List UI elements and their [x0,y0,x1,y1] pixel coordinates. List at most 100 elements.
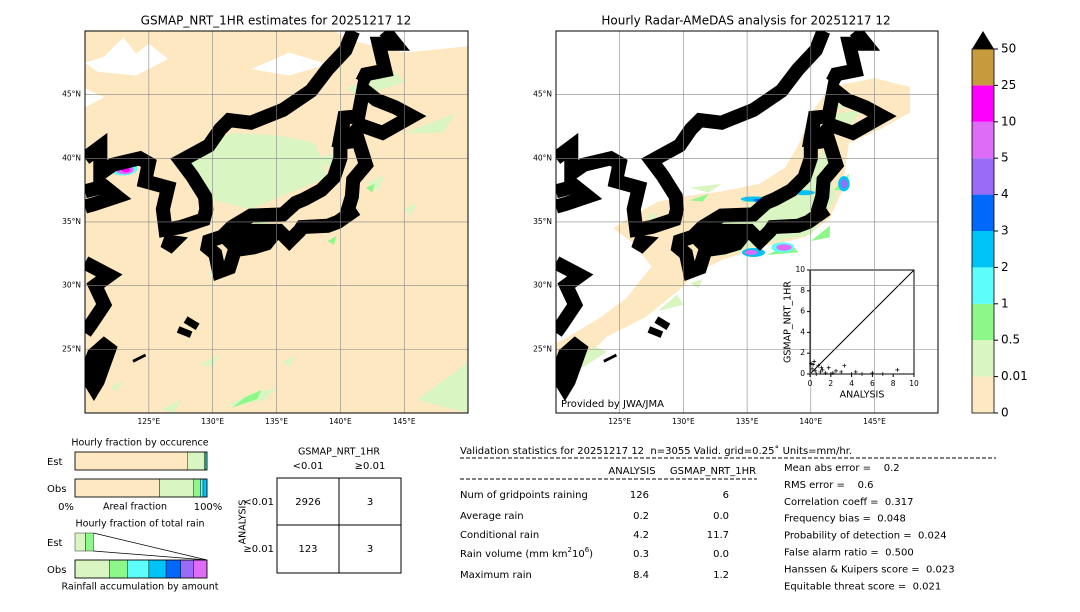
x-tick-label: 8 [891,379,896,388]
fraction-frame [74,478,208,498]
score: Correlation coeff = 0.317 [784,497,914,508]
lat-label: 30°N [533,281,552,290]
scatter-point [813,368,818,373]
colorbar-label: 0.01 [1001,369,1028,383]
colorbar-extend [972,31,994,49]
row-label: Est [47,538,63,549]
axis-label: 0% [58,502,74,513]
lat-label: 35°N [62,217,81,226]
diagonal [809,269,915,375]
rain-area [180,132,328,210]
y-axis-label: GSMAP_NRT_1HR [783,281,794,363]
scatter-point [842,363,847,368]
lat-label: 30°N [62,281,81,290]
y-tick-label: 4 [800,327,805,336]
x-tick-label: 10 [909,379,919,388]
lon-label: 135°E [736,417,759,426]
colorbar-label: 3 [1001,224,1009,238]
gsmap-value: 0.0 [713,549,729,560]
gsmap-value: 11.7 [707,530,729,541]
scatter-point [816,363,821,368]
fraction-segment [193,559,208,579]
scatter-point [860,372,864,376]
score: Probability of detection = 0.024 [784,531,947,542]
analysis-value: 0.3 [633,549,649,560]
validation-header: Validation statistics for 20251217 12 n=… [460,445,852,457]
fraction-segment [74,451,188,471]
lon-label: 135°E [265,417,288,426]
analysis-value: 8.4 [633,570,649,581]
colorbar-segment [972,85,994,122]
fraction-segment [127,559,150,579]
colorbar-label: 1 [1001,296,1009,310]
lon-label: 140°E [329,417,352,426]
scatter-point [880,372,885,376]
axis-label: Rainfall accumulation by amount [62,582,219,593]
map-border-left [84,30,469,414]
rain-area [744,249,758,256]
scatter-point [823,370,828,375]
score: Frequency bias = 0.048 [784,514,906,525]
analysis-value: 0.2 [633,511,649,522]
lon-label: 125°E [608,417,631,426]
x-tick-label: 2 [828,379,833,388]
y-tick-label: 0 [800,369,805,378]
gsmap-value: 1.2 [713,570,729,581]
scatter-point [826,365,831,370]
colorbar-label: 4 [1001,187,1009,201]
colorbar-segment [972,231,994,268]
table-cell: 3 [367,544,373,555]
fraction-segment [74,532,86,552]
axis-label: Areal fraction [103,502,167,513]
map-right [556,31,911,387]
fraction-segment [74,559,110,579]
scatter-point [830,370,835,375]
y-tick-label: 10 [795,265,805,274]
colorbar-label: 2 [1001,260,1009,274]
connector [93,550,208,561]
fraction-segment [186,451,205,471]
row-label: Average rain [460,511,524,522]
x-tick-label: 0 [808,379,813,388]
fraction-segment [159,478,194,498]
lat-label: 35°N [533,217,552,226]
fraction-segment [74,478,160,498]
fraction-segment [109,559,128,579]
scatter-point [819,365,824,370]
y-tick-label: 6 [800,307,805,316]
lon-label: 145°E [863,417,886,426]
scatter-point [810,366,815,371]
row-label: Obs [47,484,66,495]
panel-title: Hourly fraction by occurence [71,438,208,449]
label-part: Rain volume (mm km [460,549,567,560]
colorbar-segment [972,158,994,195]
column-header: ANALYSIS [608,466,655,477]
y-tick-label: 2 [800,348,805,357]
lat-label: 40°N [62,153,81,162]
scatter-point [849,372,854,376]
row-label: Est [47,457,63,468]
colorbar-label: 5 [1001,151,1009,165]
rain-area [776,244,792,251]
colorbar-label: 25 [1001,78,1016,92]
lat-label: 25°N [533,344,552,353]
column-header: ≥0.01 [355,461,386,472]
lat-label: 40°N [533,153,552,162]
score: RMS error = 0.6 [784,480,874,491]
scatter-point [870,370,875,375]
scatter-point [895,367,900,372]
row-label: Num of gridpoints raining [460,490,588,501]
colorbar-segment [972,121,994,159]
row-label: Maximum rain [460,570,532,581]
scatter-point [834,368,838,373]
table-cell: 123 [298,544,317,555]
score: False alarm ratio = 0.500 [784,548,914,559]
x-tick-label: 6 [870,379,875,388]
row-label: Conditional rain [460,530,539,541]
lat-label: 45°N [533,90,552,99]
lat-label: 45°N [62,90,81,99]
table-cell: 2926 [295,497,320,508]
scatter-point [820,367,825,372]
x-tick-label: 4 [849,379,854,388]
